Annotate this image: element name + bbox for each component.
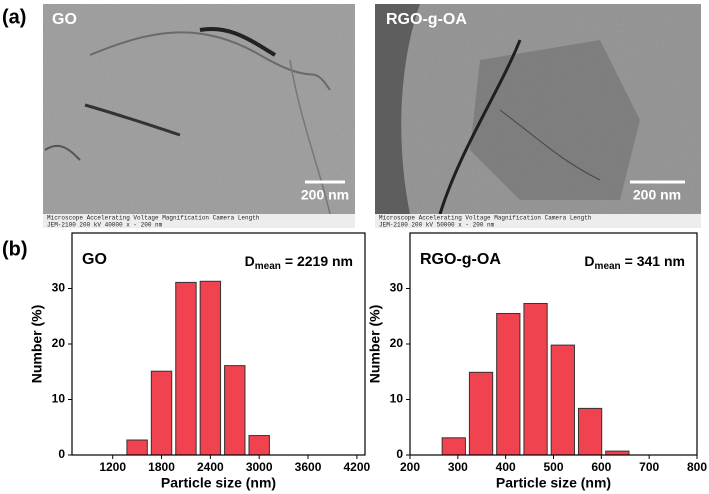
y-axis-label: Number (%) [367,305,383,384]
bar [496,312,521,456]
image-label: RGO-g-OA [386,11,467,28]
x-tick-label: 3000 [246,460,273,474]
scale-bar-label: 200 nm [301,187,349,203]
y-tick-label: 10 [52,392,66,406]
x-tick-label: 1800 [148,460,175,474]
bar [577,407,603,456]
bar [150,370,173,456]
y-tick-label: 10 [390,392,404,406]
x-tick-label: 300 [448,460,468,474]
annotation-text: = 341 nm [625,253,685,269]
annotation-subscript: mean [255,261,281,272]
scale-bar-label: 200 nm [633,187,681,203]
x-tick-label: 200 [400,460,420,474]
x-tick-label: 3600 [295,460,322,474]
x-tick-label: 2400 [197,460,224,474]
image-info: Microscope Accelerating Voltage Magnific… [47,215,260,222]
x-tick-label: 600 [591,460,611,474]
bar [224,365,246,456]
annotation-symbol: D [245,253,255,269]
chart-title: RGO-g-OA [420,251,501,268]
image-info: JEM-2100 200 kV 40000 x - 200 nm [47,222,163,229]
y-tick-label: 0 [58,447,65,461]
annotation: Dmean = 341 nm [584,253,685,272]
x-tick-label: 700 [639,460,659,474]
panel-label: (a) [2,6,26,28]
x-axis-label: Particle size (nm) [496,475,611,491]
x-tick-label: 400 [496,460,516,474]
tem-image [43,4,355,228]
y-tick-label: 20 [390,336,404,350]
bar [468,371,494,456]
x-tick-label: 4200 [344,460,371,474]
x-tick-label: 500 [543,460,563,474]
chart-title: GO [82,251,107,268]
y-tick-label: 30 [52,281,66,295]
tem-image [375,4,701,228]
x-tick-label: 1200 [99,460,126,474]
image-label: GO [52,11,77,28]
bar [126,439,148,456]
bar [523,302,548,456]
image-info: JEM-2100 200 kV 50000 x - 200 nm [379,222,495,229]
bar [175,281,197,456]
image-info: Microscope Accelerating Voltage Magnific… [379,215,592,222]
annotation-subscript: mean [595,261,621,272]
annotation-symbol: D [584,253,594,269]
y-axis-label: Number (%) [29,305,45,384]
y-tick-label: 20 [52,336,66,350]
x-axis-label: Particle size (nm) [161,475,276,491]
bar [248,435,270,456]
bar [199,280,222,456]
annotation-text: = 2219 nm [285,253,353,269]
bar [441,437,466,456]
annotation: Dmean = 2219 nm [245,253,353,272]
bar [550,344,575,456]
panel-label: (b) [2,238,28,260]
y-tick-label: 30 [390,281,404,295]
x-tick-label: 800 [687,460,707,474]
y-tick-label: 0 [396,447,403,461]
